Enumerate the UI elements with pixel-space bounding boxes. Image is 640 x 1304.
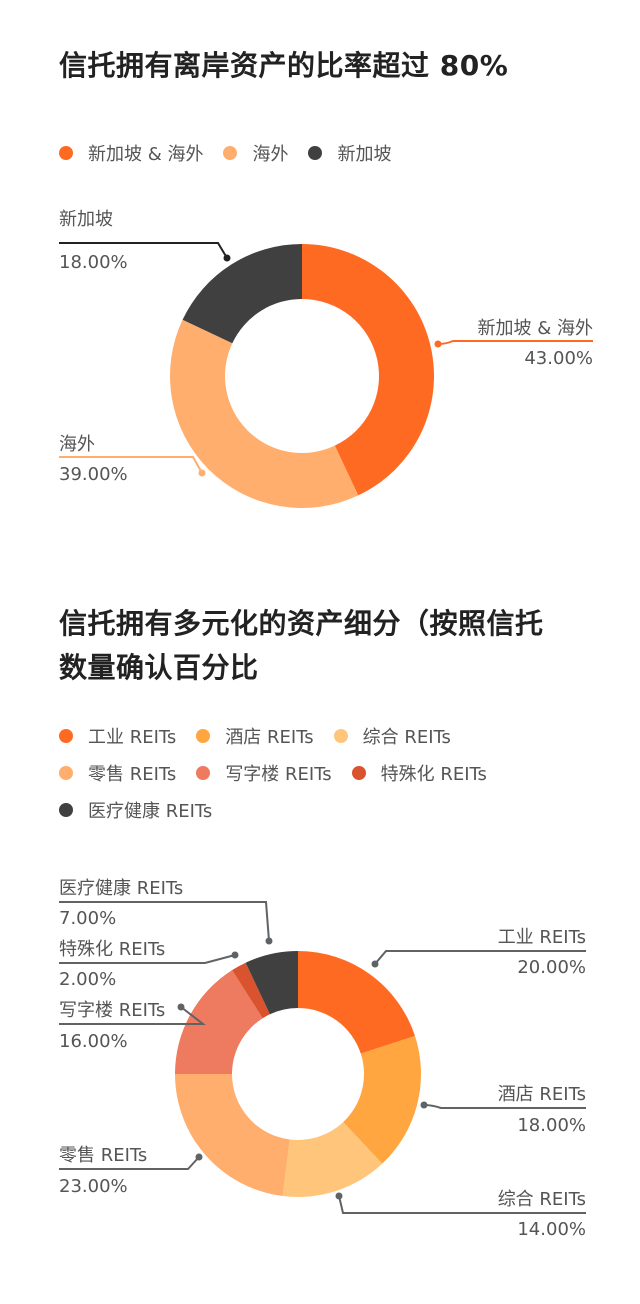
legend-dot-icon [59, 802, 73, 817]
legend-item-healthcare[interactable]: 医疗健康 REITs [59, 797, 212, 823]
leader-dot-specialized [231, 951, 239, 959]
leader-dot-singapore [223, 254, 231, 262]
donut-slice[interactable] [232, 962, 270, 1019]
leader-line-industrial [374, 950, 586, 965]
legend-item-retail[interactable]: 零售 REITs [59, 760, 176, 786]
legend-item-overseas[interactable]: 海外 [223, 140, 288, 166]
legend-item-diversified[interactable]: 综合 REITs [333, 723, 451, 749]
leader-line-healthcare [59, 901, 270, 942]
legend-item-specialized[interactable]: 特殊化 REITs [351, 760, 487, 786]
slice-value-overseas: 39.00% [59, 464, 128, 485]
slice-value-sg-overseas: 43.00% [524, 348, 593, 369]
legend-dot-icon [351, 765, 366, 780]
leader-dot-retail [195, 1153, 203, 1161]
leader-line-singapore [59, 242, 228, 259]
slice-label-office: 写字楼 REITs [59, 1000, 166, 1021]
legend-item-industrial[interactable]: 工业 REITs [59, 723, 176, 749]
slice-label-specialized: 特殊化 REITs [59, 939, 166, 960]
slice-value-diversified: 14.00% [517, 1219, 586, 1240]
slice-label-singapore: 新加坡 [59, 209, 113, 230]
slice-value-retail: 23.00% [59, 1176, 128, 1197]
donut-slice[interactable] [182, 244, 302, 344]
leader-line-diversified [338, 1195, 586, 1214]
donut-slices [169, 244, 435, 508]
slice-label-hotel: 酒店 REITs [497, 1084, 586, 1105]
slice-value-industrial: 20.00% [517, 957, 586, 978]
legend-dot-icon [196, 728, 211, 743]
donut-slice[interactable] [169, 319, 359, 508]
legend-dot-icon [223, 145, 238, 160]
leader-dot-hotel [420, 1101, 428, 1109]
leader-dot-office [177, 1003, 185, 1011]
leader-line-office [59, 1006, 206, 1025]
slice-value-healthcare: 7.00% [59, 908, 117, 929]
donut-slices [175, 951, 421, 1197]
leader-line-overseas [59, 456, 203, 474]
slice-label-healthcare: 医疗健康 REITs [59, 878, 184, 899]
chart1-donut [59, 242, 593, 508]
legend-item-office[interactable]: 写字楼 REITs [196, 760, 332, 786]
slice-label-overseas: 海外 [59, 434, 95, 455]
leader-line-retail [59, 1156, 200, 1170]
donut-slice[interactable] [175, 1074, 290, 1197]
legend-label: 酒店 REITs [225, 726, 314, 748]
donut-slice[interactable] [175, 970, 263, 1074]
chart2-title-line1: 信托拥有多元化的资产细分（按照信托 [59, 607, 544, 640]
legend-label: 海外 [252, 143, 289, 165]
slice-label-diversified: 综合 REITs [497, 1189, 586, 1210]
chart2-title: 信托拥有多元化的资产细分（按照信托 数量确认百分比 [59, 602, 544, 690]
leader-dot-industrial [371, 960, 379, 968]
legend-item-singapore[interactable]: 新加坡 [308, 140, 391, 166]
slice-label-sg-overseas: 新加坡 & 海外 [477, 318, 593, 339]
donut-slice[interactable] [245, 951, 298, 1015]
chart1-legend: 新加坡 & 海外 海外 新加坡 [59, 134, 411, 171]
chart2-title-line2: 数量确认百分比 [59, 651, 259, 684]
leader-dot-healthcare [265, 937, 273, 945]
legend-item-hotel[interactable]: 酒店 REITs [196, 723, 314, 749]
legend-dot-icon [59, 145, 73, 160]
leader-dot-sg-overseas [434, 340, 442, 348]
slice-value-office: 16.00% [59, 1031, 128, 1052]
legend-dot-icon [196, 765, 211, 780]
slice-label-retail: 零售 REITs [59, 1145, 148, 1166]
donut-slice[interactable] [343, 1035, 421, 1164]
legend-label: 工业 REITs [88, 726, 177, 748]
legend-item-sg-overseas[interactable]: 新加坡 & 海外 [59, 140, 203, 166]
legend-dot-icon [59, 728, 73, 743]
leader-dot-overseas [198, 469, 206, 477]
donut-slice[interactable] [298, 951, 415, 1054]
donut-slice[interactable] [282, 1122, 383, 1197]
legend-dot-icon [308, 145, 323, 160]
leader-dot-diversified [335, 1192, 343, 1200]
legend-label: 新加坡 & 海外 [88, 143, 204, 165]
slice-value-singapore: 18.00% [59, 252, 128, 273]
legend-dot-icon [333, 728, 348, 743]
legend-label: 特殊化 REITs [380, 763, 487, 785]
legend-label: 零售 REITs [88, 763, 177, 785]
slice-value-hotel: 18.00% [517, 1115, 586, 1136]
legend-label: 新加坡 [337, 143, 392, 165]
slice-value-specialized: 2.00% [59, 969, 117, 990]
legend-label: 综合 REITs [362, 726, 451, 748]
chart2-legend: 工业 REITs 酒店 REITs 综合 REITs 零售 REITs 写字楼 … [59, 717, 507, 828]
legend-label: 医疗健康 REITs [88, 800, 213, 822]
legend-label: 写字楼 REITs [225, 763, 332, 785]
chart1-title: 信托拥有离岸资产的比率超过 80% [59, 49, 509, 82]
legend-dot-icon [59, 765, 73, 780]
donut-slice[interactable] [302, 244, 435, 496]
slice-label-industrial: 工业 REITs [497, 927, 586, 948]
leader-line-specialized [59, 954, 236, 964]
